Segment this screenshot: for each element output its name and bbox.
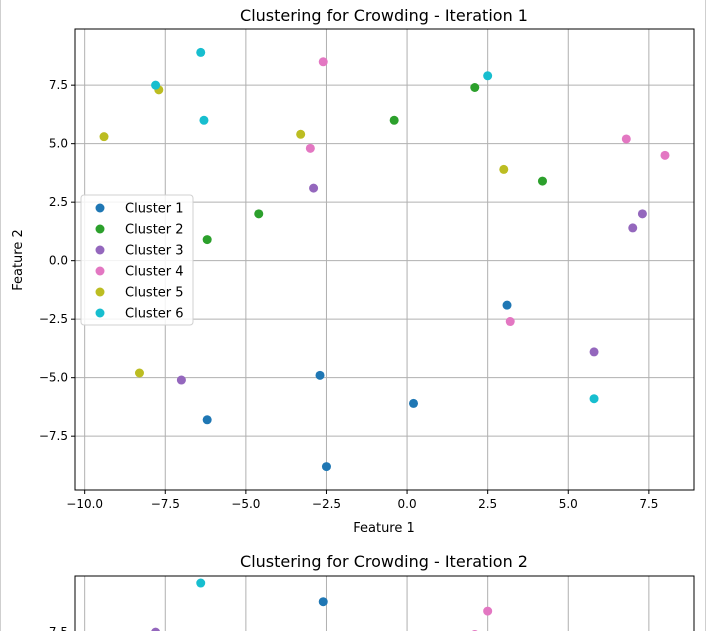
chart-1: Clustering for Crowding - Iteration 1 −1… [11, 6, 695, 536]
x-tick-label: 5.0 [559, 497, 578, 511]
cluster-2-point [537, 176, 547, 186]
cluster-4-point [621, 134, 631, 144]
legend-label-cluster-5: Cluster 5 [125, 286, 184, 301]
chart-1-x-axis-label: Feature 1 [353, 521, 415, 536]
cluster-4-point [505, 317, 515, 327]
cluster-3-point [151, 627, 160, 631]
chart-2-axes-frame [74, 575, 695, 631]
cluster-3-point [176, 375, 186, 385]
cluster-3-point [589, 347, 599, 357]
legend-marker-cluster-3 [95, 245, 105, 255]
cluster-6-point [196, 47, 206, 57]
legend-label-cluster-6: Cluster 6 [125, 307, 184, 322]
x-tick-label: 7.5 [639, 497, 658, 511]
cluster-4-point [660, 150, 670, 160]
legend-marker-cluster-5 [95, 287, 105, 297]
cluster-6-point [151, 80, 161, 90]
chart-2-points [151, 578, 493, 631]
cluster-2-point [202, 235, 212, 245]
y-tick-label: 0.0 [49, 254, 68, 268]
cluster-2-point [389, 115, 399, 125]
legend-marker-cluster-1 [95, 203, 105, 213]
y-tick-label: −7.5 [39, 429, 68, 443]
cluster-4-point [483, 606, 493, 616]
cluster-5-point [499, 164, 509, 174]
left-frame-line [0, 0, 1, 631]
cluster-3-point [637, 209, 647, 219]
cluster-5-point [296, 129, 306, 139]
chart-1-points [99, 47, 670, 472]
y-tick-label: 7.5 [49, 625, 68, 631]
cluster-2-point [470, 83, 480, 93]
chart-2-ticks: 7.5 [49, 625, 68, 631]
cluster-1-point [202, 415, 212, 425]
legend-label-cluster-4: Cluster 4 [125, 265, 184, 280]
x-tick-label: −7.5 [151, 497, 180, 511]
cluster-1-point [321, 462, 331, 472]
legend-label-cluster-1: Cluster 1 [125, 202, 184, 217]
y-tick-label: −5.0 [39, 371, 68, 385]
cluster-1-point [318, 597, 328, 607]
y-tick-label: 7.5 [49, 78, 68, 92]
chart-1-legend: Cluster 1 Cluster 2 Cluster 3 Cluster 4 Clus… [80, 194, 194, 326]
cluster-1-point [502, 300, 512, 310]
chart-1-y-axis-label: Feature 2 [11, 229, 26, 291]
cluster-5-point [134, 368, 144, 378]
cluster-6-point [196, 578, 206, 588]
chart-1-axes-frame [74, 28, 695, 491]
cluster-5-point [99, 132, 109, 142]
cluster-6-point [199, 115, 209, 125]
cluster-4-point [318, 57, 328, 67]
cluster-1-point [315, 370, 325, 380]
cluster-6-point [483, 71, 493, 81]
x-tick-label: −5.0 [231, 497, 260, 511]
cluster-1-point [409, 398, 419, 408]
y-tick-label: 5.0 [49, 137, 68, 151]
legend-marker-cluster-4 [95, 266, 105, 276]
cluster-3-point [628, 223, 638, 233]
x-tick-label: −2.5 [312, 497, 341, 511]
legend-label-cluster-3: Cluster 3 [125, 244, 184, 259]
cluster-3-point [309, 183, 319, 193]
x-tick-label: 0.0 [398, 497, 417, 511]
y-tick-label: 2.5 [49, 195, 68, 209]
chart-2-title: Clustering for Crowding - Iteration 2 [240, 552, 528, 571]
chart-1-title: Clustering for Crowding - Iteration 1 [240, 6, 528, 25]
chart-1-ticks: −10.0 −7.5 −5.0 −2.5 0.0 2.5 5.0 7.5 −7.5 −5.0 −2.… [39, 78, 659, 511]
chart-2: Clustering for Crowding - Iteration 2 7.… [49, 552, 695, 631]
legend-box [80, 194, 194, 326]
chart-2-grid [84, 576, 650, 631]
y-tick-label: −2.5 [39, 312, 68, 326]
cluster-4-point [305, 143, 315, 153]
x-tick-label: 2.5 [478, 497, 497, 511]
x-tick-label: −10.0 [66, 497, 103, 511]
legend-label-cluster-2: Cluster 2 [125, 223, 184, 238]
legend-marker-cluster-6 [95, 308, 105, 318]
cluster-6-point [589, 394, 599, 404]
legend-marker-cluster-2 [95, 224, 105, 234]
cluster-2-point [254, 209, 264, 219]
